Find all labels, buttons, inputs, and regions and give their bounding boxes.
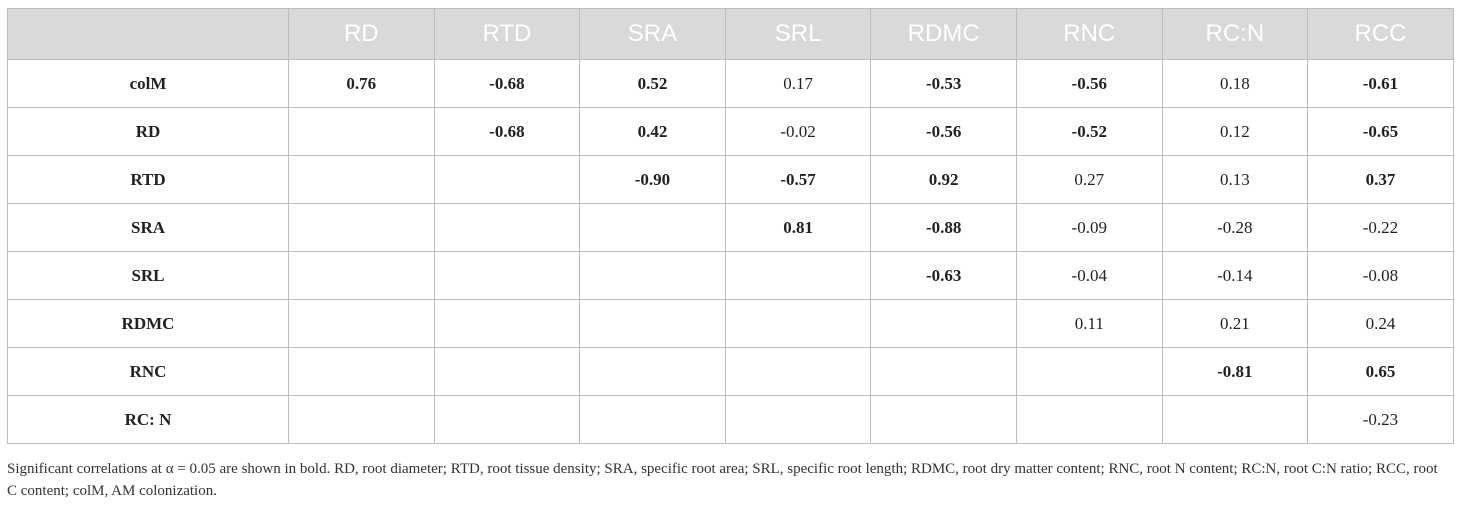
- row-label: RTD: [7, 155, 289, 204]
- table-header: RD RTD SRA SRL RDMC RNC RC:N RCC: [7, 8, 1454, 60]
- empty-cell: [433, 155, 581, 204]
- empty-cell: [579, 395, 726, 444]
- column-header: RC:N: [1161, 8, 1309, 60]
- column-header: RTD: [433, 8, 581, 60]
- table-row: RC: N -0.23: [7, 395, 1454, 444]
- empty-cell: [870, 299, 1017, 348]
- correlation-value: -0.56: [1015, 59, 1163, 108]
- empty-cell: [288, 203, 435, 252]
- correlation-value: -0.90: [579, 155, 726, 204]
- empty-cell: [579, 347, 726, 396]
- correlation-value: -0.09: [1015, 203, 1163, 252]
- correlation-value: -0.28: [1161, 203, 1309, 252]
- correlation-table-container: RD RTD SRA SRL RDMC RNC RC:N RCC colM 0.7…: [7, 8, 1454, 444]
- column-header: SRA: [579, 8, 726, 60]
- correlation-value: -0.68: [433, 59, 581, 108]
- correlation-value: 0.65: [1307, 347, 1454, 396]
- header-row: RD RTD SRA SRL RDMC RNC RC:N RCC: [7, 8, 1454, 60]
- correlation-table: RD RTD SRA SRL RDMC RNC RC:N RCC colM 0.7…: [7, 8, 1454, 444]
- correlation-value: 0.52: [579, 59, 726, 108]
- empty-cell: [579, 251, 726, 300]
- correlation-value: -0.65: [1307, 107, 1454, 156]
- empty-cell: [1161, 395, 1309, 444]
- correlation-value: 0.42: [579, 107, 726, 156]
- correlation-value: 0.21: [1161, 299, 1309, 348]
- correlation-value: 0.76: [288, 59, 435, 108]
- row-label: colM: [7, 59, 289, 108]
- empty-cell: [433, 299, 581, 348]
- correlation-value: -0.02: [724, 107, 872, 156]
- correlation-value: -0.52: [1015, 107, 1163, 156]
- correlation-value: -0.61: [1307, 59, 1454, 108]
- row-label: SRA: [7, 203, 289, 252]
- column-header: RCC: [1307, 8, 1454, 60]
- empty-cell: [288, 107, 435, 156]
- empty-cell: [433, 395, 581, 444]
- empty-cell: [433, 251, 581, 300]
- correlation-value: -0.68: [433, 107, 581, 156]
- correlation-value: -0.14: [1161, 251, 1309, 300]
- correlation-value: 0.11: [1015, 299, 1163, 348]
- empty-cell: [724, 299, 872, 348]
- correlation-value: -0.04: [1015, 251, 1163, 300]
- empty-cell: [1015, 395, 1163, 444]
- table-row: RD -0.68 0.42 -0.02 -0.56 -0.52 0.12 -0.65: [7, 107, 1454, 156]
- table-row: RTD -0.90 -0.57 0.92 0.27 0.13 0.37: [7, 155, 1454, 204]
- row-label: SRL: [7, 251, 289, 300]
- table-footnote: Significant correlations at α = 0.05 are…: [7, 461, 1438, 499]
- correlation-value: -0.23: [1307, 395, 1454, 444]
- correlation-value: -0.88: [870, 203, 1017, 252]
- row-label: RC: N: [7, 395, 289, 444]
- correlation-value: 0.13: [1161, 155, 1309, 204]
- empty-cell: [288, 347, 435, 396]
- row-label: RNC: [7, 347, 289, 396]
- column-header: RD: [288, 8, 435, 60]
- correlation-value: 0.81: [724, 203, 872, 252]
- table-row: RDMC 0.11 0.21 0.24: [7, 299, 1454, 348]
- correlation-value: -0.81: [1161, 347, 1309, 396]
- column-header: SRL: [724, 8, 872, 60]
- column-header: RNC: [1015, 8, 1163, 60]
- empty-cell: [1015, 347, 1163, 396]
- table-body: colM 0.76 -0.68 0.52 0.17 -0.53 -0.56 0.18 -0.61…: [7, 59, 1454, 444]
- empty-cell: [288, 251, 435, 300]
- correlation-value: 0.27: [1015, 155, 1163, 204]
- corner-cell: [7, 8, 289, 60]
- correlation-value: -0.08: [1307, 251, 1454, 300]
- empty-cell: [288, 395, 435, 444]
- empty-cell: [433, 203, 581, 252]
- correlation-value: -0.53: [870, 59, 1017, 108]
- empty-cell: [724, 347, 872, 396]
- table-row: SRA 0.81 -0.88 -0.09 -0.28 -0.22: [7, 203, 1454, 252]
- correlation-value: 0.37: [1307, 155, 1454, 204]
- empty-cell: [579, 203, 726, 252]
- empty-cell: [870, 395, 1017, 444]
- table-row: SRL -0.63 -0.04 -0.14 -0.08: [7, 251, 1454, 300]
- correlation-value: 0.12: [1161, 107, 1309, 156]
- empty-cell: [579, 299, 726, 348]
- column-header: RDMC: [870, 8, 1017, 60]
- correlation-value: -0.56: [870, 107, 1017, 156]
- correlation-value: -0.22: [1307, 203, 1454, 252]
- empty-cell: [724, 251, 872, 300]
- correlation-value: -0.63: [870, 251, 1017, 300]
- row-label: RD: [7, 107, 289, 156]
- correlation-value: 0.24: [1307, 299, 1454, 348]
- empty-cell: [433, 347, 581, 396]
- table-row: colM 0.76 -0.68 0.52 0.17 -0.53 -0.56 0.18 -0.61: [7, 59, 1454, 108]
- row-label: RDMC: [7, 299, 289, 348]
- empty-cell: [724, 395, 872, 444]
- empty-cell: [870, 347, 1017, 396]
- correlation-value: 0.17: [724, 59, 872, 108]
- correlation-value: 0.18: [1161, 59, 1309, 108]
- empty-cell: [288, 155, 435, 204]
- table-row: RNC -0.81 0.65: [7, 347, 1454, 396]
- correlation-value: -0.57: [724, 155, 872, 204]
- correlation-value: 0.92: [870, 155, 1017, 204]
- empty-cell: [288, 299, 435, 348]
